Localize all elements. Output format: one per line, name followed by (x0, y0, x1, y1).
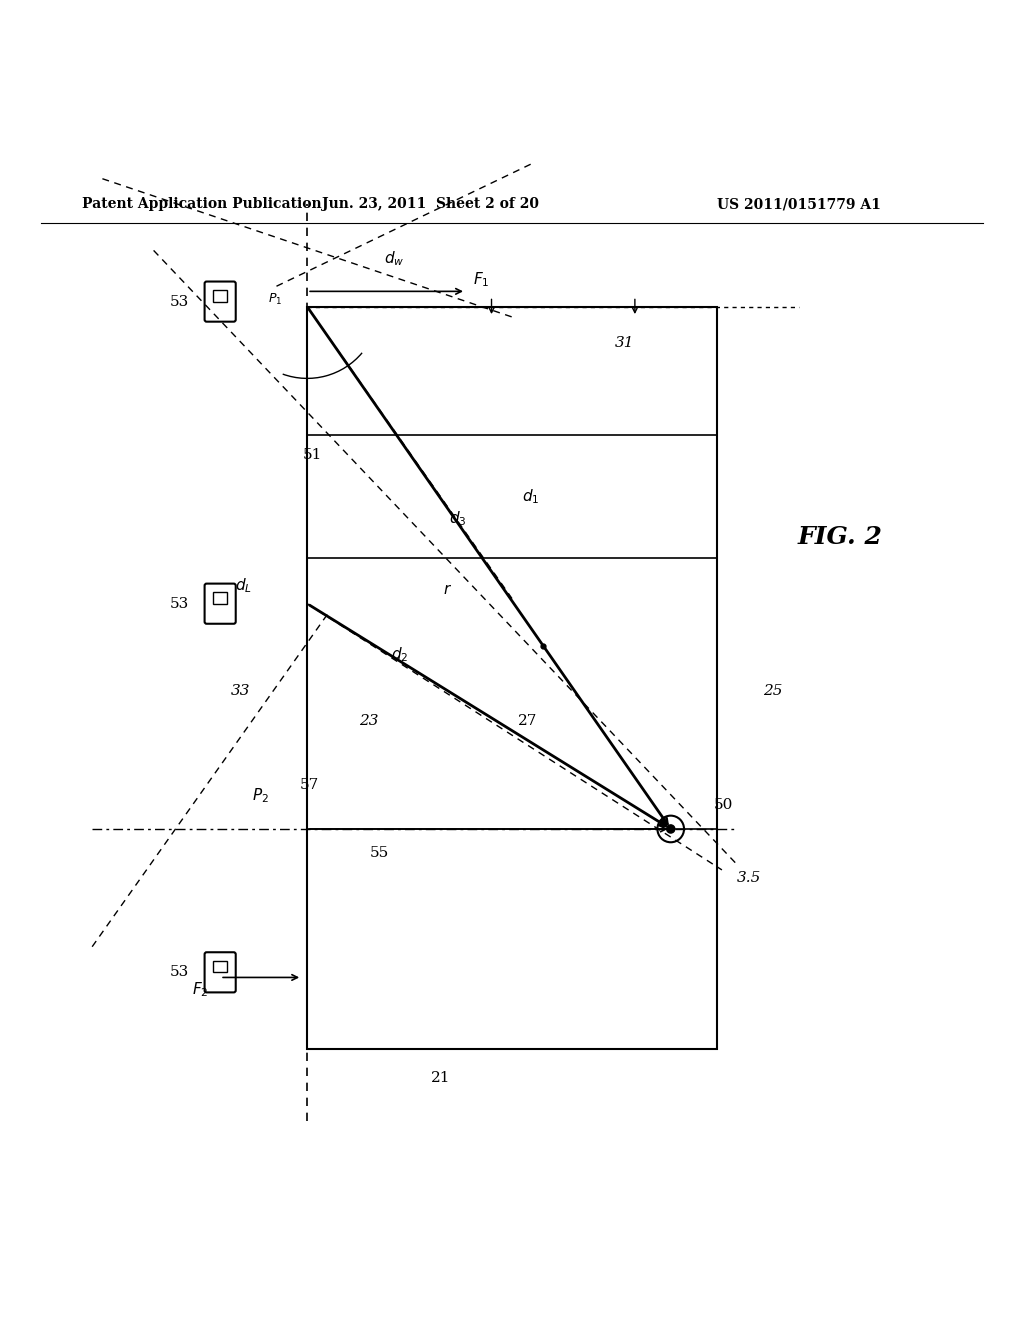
Circle shape (667, 825, 675, 833)
Text: 51: 51 (303, 449, 322, 462)
Text: $d_w$: $d_w$ (384, 249, 404, 268)
Text: 50: 50 (714, 799, 733, 812)
Text: 53: 53 (170, 294, 189, 309)
Text: 55: 55 (370, 846, 388, 861)
Text: 33: 33 (230, 684, 251, 698)
Text: 23: 23 (358, 714, 379, 729)
Text: 27: 27 (518, 714, 537, 729)
FancyBboxPatch shape (205, 281, 236, 322)
Text: $r$: $r$ (443, 583, 452, 598)
Text: $d_1$: $d_1$ (522, 487, 539, 506)
Text: 21: 21 (430, 1071, 451, 1085)
Text: Patent Application Publication: Patent Application Publication (82, 197, 322, 211)
Bar (307, 306, 717, 1049)
Text: Jun. 23, 2011  Sheet 2 of 20: Jun. 23, 2011 Sheet 2 of 20 (322, 197, 539, 211)
Text: $d_L$: $d_L$ (234, 576, 252, 594)
FancyBboxPatch shape (205, 952, 236, 993)
Text: $P_2$: $P_2$ (253, 785, 269, 804)
Text: $d_2$: $d_2$ (391, 645, 408, 664)
Bar (213, 290, 227, 301)
Text: 3.5: 3.5 (737, 871, 762, 886)
Text: US 2011/0151779 A1: US 2011/0151779 A1 (717, 197, 881, 211)
Text: 31: 31 (614, 335, 634, 350)
Text: $d_3$: $d_3$ (449, 510, 467, 528)
Bar (213, 961, 227, 973)
Text: FIG. 2: FIG. 2 (798, 525, 882, 549)
Text: 57: 57 (300, 777, 319, 792)
Text: 25: 25 (763, 684, 783, 698)
FancyBboxPatch shape (205, 583, 236, 624)
Text: 53: 53 (170, 597, 189, 611)
Text: $F_1$: $F_1$ (473, 271, 489, 289)
Text: $F_2$: $F_2$ (193, 981, 209, 999)
Text: $P_1$: $P_1$ (268, 292, 283, 308)
Text: 53: 53 (170, 965, 189, 979)
Bar (213, 593, 227, 603)
